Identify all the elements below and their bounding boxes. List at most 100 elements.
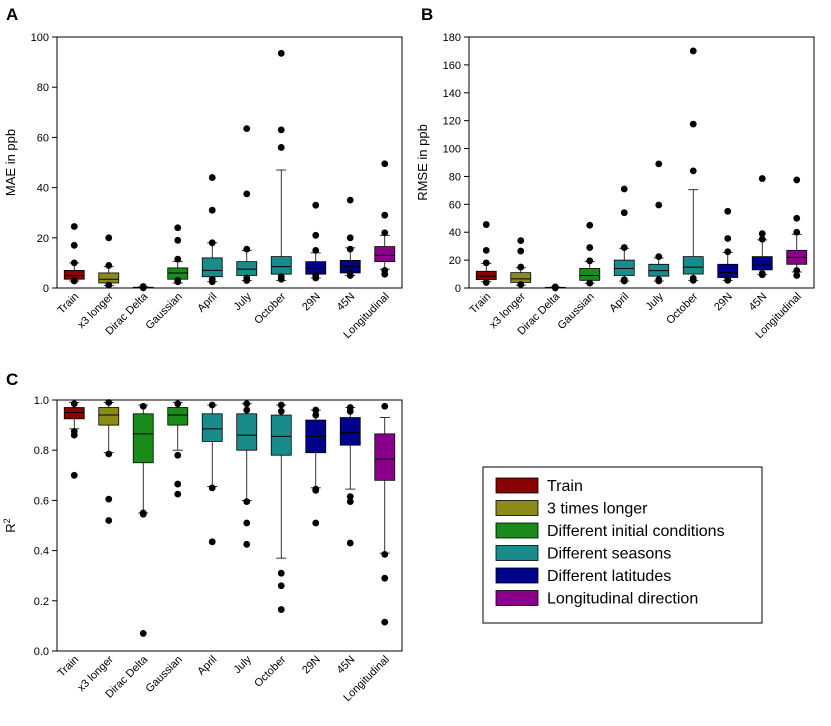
outlier-point <box>70 277 78 285</box>
outlier-point <box>381 160 389 168</box>
outlier-point <box>243 519 251 527</box>
outlier-point <box>586 221 594 229</box>
panel-a-letter: A <box>6 5 18 24</box>
box-body <box>167 407 189 426</box>
outlier-point <box>70 471 78 479</box>
legend-label-train: Train <box>547 478 583 495</box>
outlier-point <box>517 281 525 288</box>
panel-c-box-29n <box>305 406 327 527</box>
panel-b-y-tick-label: 100 <box>443 144 461 156</box>
outlier-point <box>620 277 628 285</box>
panel-a-box-29n <box>305 201 327 282</box>
panel-b-letter: B <box>421 5 433 24</box>
box-body <box>98 272 120 284</box>
outlier-point <box>139 630 147 637</box>
panel-b-box-dirac-delta <box>544 283 566 292</box>
outlier-point <box>655 277 663 285</box>
legend-swatch-different-initial-conditions <box>495 522 539 539</box>
outlier-point <box>655 201 663 209</box>
panel-b-box-gaussian <box>579 221 601 287</box>
outlier-point <box>174 278 182 286</box>
panel-b-y-tick-label: 160 <box>443 60 461 72</box>
panel-c-plot-frame <box>56 399 403 652</box>
outlier-point <box>105 281 113 289</box>
panel-c-x-tick-label: October <box>252 653 288 689</box>
panel-a-box-april <box>201 174 223 286</box>
legend-label-different-seasons: Different seasons <box>547 546 671 563</box>
outlier-point <box>758 230 766 238</box>
outlier-point <box>655 160 663 168</box>
panel-b-box-45n <box>751 175 773 279</box>
panel-a-box-x3-longer <box>98 234 120 289</box>
box-body <box>63 407 85 420</box>
panel-a-y-tick-label: 100 <box>31 32 49 44</box>
outlier-point <box>381 211 389 219</box>
panel-b-y-tick-label: 120 <box>443 116 461 128</box>
panel-b-y-tick-label: 20 <box>449 255 461 267</box>
panel-a-box-45n <box>339 196 361 279</box>
panel-a-box-gaussian <box>167 224 189 286</box>
outlier-point <box>243 125 251 133</box>
panel-a-x-tick-label: Train <box>55 291 81 317</box>
outlier-point <box>793 176 801 184</box>
panel-b-x-tick-label: 45N <box>747 291 770 314</box>
panel-b-box-july <box>648 160 670 285</box>
outlier-point <box>105 517 113 524</box>
panel-c-y-axis-superscript: 2 <box>2 518 12 523</box>
outlier-point <box>208 484 216 492</box>
panel-b-y-tick-label: 140 <box>443 88 461 100</box>
outlier-point <box>277 49 285 57</box>
outlier-point <box>346 407 354 415</box>
panel-c-box-gaussian <box>167 400 189 498</box>
outlier-point <box>689 167 697 175</box>
outlier-point <box>689 47 697 55</box>
outlier-point <box>105 399 113 406</box>
panel-c-box-longitudinal <box>374 402 396 626</box>
outlier-point <box>724 248 732 256</box>
outlier-point <box>174 451 182 459</box>
outlier-point <box>381 550 389 558</box>
panel-c-y-tick-label: 0.6 <box>34 495 49 507</box>
legend-swatch-train <box>495 477 539 494</box>
outlier-point <box>517 263 525 271</box>
panel-a-x-tick-label: 45N <box>335 291 358 314</box>
box-body <box>751 256 773 271</box>
box-body <box>475 270 497 281</box>
panel-a-y-tick-label: 80 <box>37 82 49 94</box>
outlier-point <box>381 229 389 237</box>
outlier-point <box>346 245 354 253</box>
outlier-point <box>724 207 732 215</box>
panel-b-box-x3-longer <box>510 237 532 288</box>
panel-b-y-tick-label: 180 <box>443 32 461 44</box>
outlier-point <box>793 214 801 222</box>
box-body <box>374 246 396 263</box>
outlier-point <box>105 450 113 458</box>
panel-c-box-dirac-delta <box>132 402 154 637</box>
panel-b: B RMSE in ppb 0 20 40 60 80 100 120 140 160 180 Trai… <box>415 5 815 341</box>
outlier-point <box>243 277 251 284</box>
legend-label-3-times-longer: 3 times longer <box>547 501 648 518</box>
panel-a-x-tick-label: April <box>195 291 219 315</box>
panel-b-y-tick-label: 40 <box>449 227 461 239</box>
outlier-point <box>758 175 766 182</box>
outlier-point <box>243 406 251 414</box>
outlier-point <box>243 540 251 548</box>
outlier-point <box>517 237 525 244</box>
outlier-point <box>243 498 251 506</box>
outlier-point <box>174 224 182 232</box>
outlier-point <box>70 223 78 230</box>
outlier-point <box>139 510 147 518</box>
box-body <box>374 433 396 481</box>
outlier-point <box>277 582 285 590</box>
panel-b-y-axis-title: RMSE in ppb <box>415 124 430 201</box>
outlier-point <box>381 402 389 410</box>
panel-a-y-tick-label: 20 <box>37 233 49 245</box>
outlier-point <box>312 406 320 414</box>
outlier-point <box>517 247 525 255</box>
box-body <box>270 256 292 275</box>
outlier-point <box>208 278 216 286</box>
panel-a-box-train <box>63 223 85 285</box>
panel-c-y-tick-label: 0.0 <box>34 646 49 658</box>
